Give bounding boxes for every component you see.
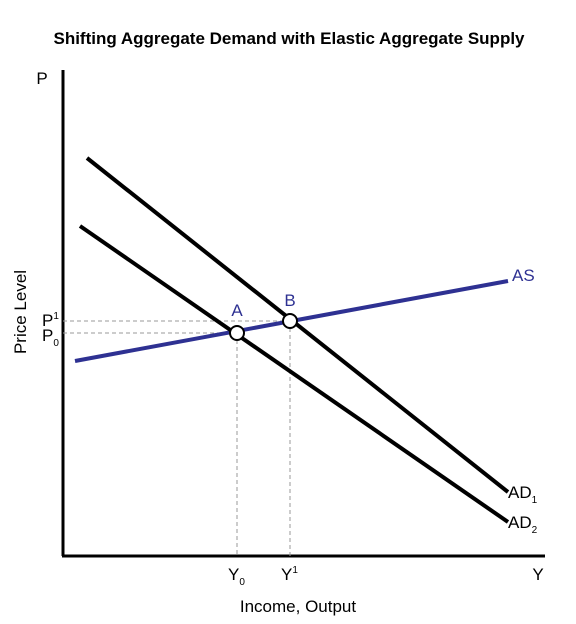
p1-tick-label: P1 (42, 311, 59, 330)
point-b-label: B (284, 291, 295, 310)
y-axis-label: Price Level (11, 270, 30, 354)
ad1-label: AD1 (508, 483, 538, 506)
equilibrium-a-marker (229, 325, 245, 341)
diagram-title: Shifting Aggregate Demand with Elastic A… (53, 29, 525, 48)
y-axis-symbol: P (36, 69, 47, 88)
x-axis-label: Income, Output (240, 597, 357, 616)
p0-tick-label: P0 (42, 326, 59, 349)
ad2-curve (78, 224, 510, 524)
point-a-label: A (231, 301, 243, 320)
y1-tick-label: Y1 (281, 565, 298, 584)
x-axis-symbol: Y (532, 565, 543, 584)
equilibrium-b-marker (282, 313, 298, 329)
ad2-label: AD2 (508, 513, 538, 536)
ad1-curve (85, 156, 510, 494)
y0-tick-label: Y0 (228, 565, 245, 588)
as-label: AS (512, 266, 535, 285)
